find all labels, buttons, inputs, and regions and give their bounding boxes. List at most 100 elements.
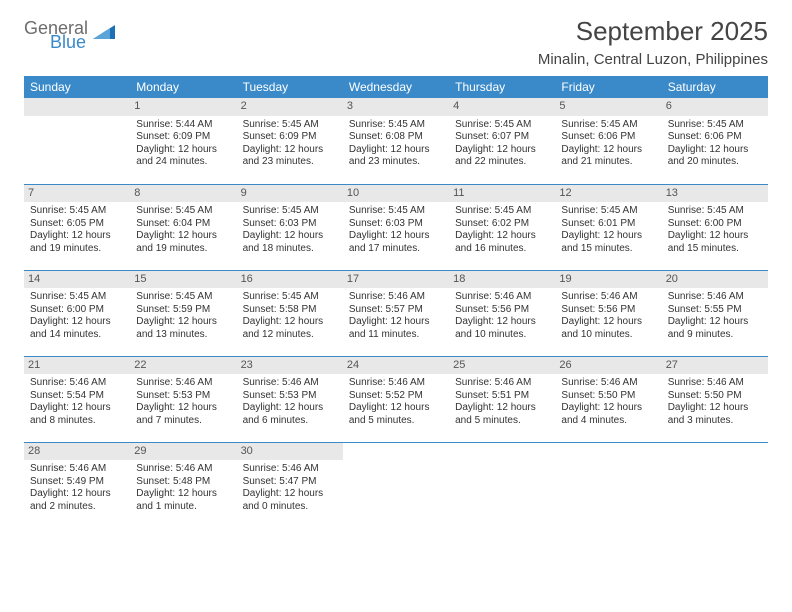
- calendar-day-cell: 26Sunrise: 5:46 AMSunset: 5:50 PMDayligh…: [555, 356, 661, 442]
- logo: General Blue: [24, 16, 117, 50]
- calendar-day-cell: 28Sunrise: 5:46 AMSunset: 5:49 PMDayligh…: [24, 442, 130, 528]
- sunset-text: Sunset: 6:01 PM: [561, 218, 655, 231]
- daylight-text: and 11 minutes.: [349, 329, 443, 342]
- sunrise-text: Sunrise: 5:45 AM: [243, 119, 337, 132]
- daylight-text: and 10 minutes.: [455, 329, 549, 342]
- sunset-text: Sunset: 5:53 PM: [136, 390, 230, 403]
- daylight-text: and 23 minutes.: [349, 156, 443, 169]
- sunset-text: Sunset: 5:48 PM: [136, 476, 230, 489]
- daylight-text: Daylight: 12 hours: [136, 488, 230, 501]
- sunset-text: Sunset: 5:52 PM: [349, 390, 443, 403]
- day-number: 9: [237, 185, 343, 203]
- sunset-text: Sunset: 5:54 PM: [30, 390, 124, 403]
- daylight-text: and 0 minutes.: [243, 501, 337, 514]
- day-number: 2: [237, 98, 343, 116]
- sunset-text: Sunset: 6:00 PM: [30, 304, 124, 317]
- sunset-text: Sunset: 5:56 PM: [561, 304, 655, 317]
- day-header: Sunday: [24, 76, 130, 98]
- daylight-text: and 15 minutes.: [561, 243, 655, 256]
- calendar-table: SundayMondayTuesdayWednesdayThursdayFrid…: [24, 76, 768, 528]
- sunset-text: Sunset: 6:04 PM: [136, 218, 230, 231]
- sunset-text: Sunset: 6:03 PM: [349, 218, 443, 231]
- daylight-text: and 5 minutes.: [349, 415, 443, 428]
- sunrise-text: Sunrise: 5:45 AM: [455, 205, 549, 218]
- sunrise-text: Sunrise: 5:45 AM: [349, 119, 443, 132]
- sunset-text: Sunset: 6:06 PM: [561, 131, 655, 144]
- daylight-text: and 13 minutes.: [136, 329, 230, 342]
- calendar-week-row: 14 Sunrise: 5:45 AM Sunset: 6:00 PM Dayligh…: [24, 270, 768, 356]
- day-number: 25: [449, 357, 555, 375]
- day-number: 16: [237, 271, 343, 289]
- day-number: [24, 98, 130, 116]
- daylight-text: Daylight: 12 hours: [561, 144, 655, 157]
- daylight-text: and 2 minutes.: [30, 501, 124, 514]
- day-header: Wednesday: [343, 76, 449, 98]
- daylight-text: and 5 minutes.: [455, 415, 549, 428]
- sunset-text: Sunset: 6:09 PM: [136, 131, 230, 144]
- daylight-text: and 14 minutes.: [30, 329, 124, 342]
- sunrise-text: Sunrise: 5:46 AM: [30, 377, 124, 390]
- sunset-text: Sunset: 5:47 PM: [243, 476, 337, 489]
- daylight-text: and 19 minutes.: [30, 243, 124, 256]
- daylight-text: and 21 minutes.: [561, 156, 655, 169]
- sunrise-text: Sunrise: 5:45 AM: [561, 205, 655, 218]
- calendar-day-cell: 3Sunrise: 5:45 AMSunset: 6:08 PMDaylight…: [343, 98, 449, 184]
- calendar-day-cell: 23Sunrise: 5:46 AMSunset: 5:53 PMDayligh…: [237, 356, 343, 442]
- daylight-text: Daylight: 12 hours: [561, 230, 655, 243]
- sunrise-text: Sunrise: 5:46 AM: [668, 377, 762, 390]
- calendar-empty-cell: [343, 442, 449, 528]
- logo-text: General Blue: [24, 20, 88, 50]
- calendar-day-cell: 15Sunrise: 5:45 AMSunset: 5:59 PMDayligh…: [130, 270, 236, 356]
- daylight-text: and 1 minute.: [136, 501, 230, 514]
- daylight-text: and 6 minutes.: [243, 415, 337, 428]
- sunset-text: Sunset: 5:55 PM: [668, 304, 762, 317]
- daylight-text: Daylight: 12 hours: [455, 316, 549, 329]
- calendar-day-cell: 13Sunrise: 5:45 AMSunset: 6:00 PMDayligh…: [662, 184, 768, 270]
- daylight-text: Daylight: 12 hours: [136, 230, 230, 243]
- day-header: Tuesday: [237, 76, 343, 98]
- calendar-day-cell: 24Sunrise: 5:46 AMSunset: 5:52 PMDayligh…: [343, 356, 449, 442]
- day-number: 26: [555, 357, 661, 375]
- daylight-text: Daylight: 12 hours: [30, 230, 124, 243]
- calendar-day-cell: 5 Sunrise: 5:45 AMSunset: 6:06 PMDaylight…: [555, 98, 661, 184]
- calendar-empty-cell: [449, 442, 555, 528]
- sunset-text: Sunset: 5:49 PM: [30, 476, 124, 489]
- sunset-text: Sunset: 5:50 PM: [561, 390, 655, 403]
- calendar-day-cell: 8 Sunrise: 5:45 AMSunset: 6:04 PMDaylight…: [130, 184, 236, 270]
- calendar-day-cell: 12Sunrise: 5:45 AMSunset: 6:01 PMDayligh…: [555, 184, 661, 270]
- day-number: 19: [555, 271, 661, 289]
- sunset-text: Sunset: 6:02 PM: [455, 218, 549, 231]
- daylight-text: Daylight: 12 hours: [30, 402, 124, 415]
- sunrise-text: Sunrise: 5:46 AM: [561, 291, 655, 304]
- day-number: 3: [343, 98, 449, 116]
- sunset-text: Sunset: 6:08 PM: [349, 131, 443, 144]
- day-number: 22: [130, 357, 236, 375]
- day-number: 10: [343, 185, 449, 203]
- calendar-day-cell: 10Sunrise: 5:45 AMSunset: 6:03 PMDayligh…: [343, 184, 449, 270]
- sunrise-text: Sunrise: 5:46 AM: [349, 291, 443, 304]
- daylight-text: Daylight: 12 hours: [668, 144, 762, 157]
- day-number: 14: [24, 271, 130, 289]
- day-header: Saturday: [662, 76, 768, 98]
- calendar-day-cell: 21Sunrise: 5:46 AMSunset: 5:54 PMDayligh…: [24, 356, 130, 442]
- daylight-text: and 12 minutes.: [243, 329, 337, 342]
- calendar-day-cell: 18Sunrise: 5:46 AMSunset: 5:56 PMDayligh…: [449, 270, 555, 356]
- daylight-text: Daylight: 12 hours: [243, 230, 337, 243]
- daylight-text: Daylight: 12 hours: [668, 316, 762, 329]
- sunset-text: Sunset: 5:59 PM: [136, 304, 230, 317]
- sunrise-text: Sunrise: 5:45 AM: [136, 205, 230, 218]
- sunrise-text: Sunrise: 5:44 AM: [136, 119, 230, 132]
- calendar-day-cell: 4Sunrise: 5:45 AMSunset: 6:07 PMDaylight…: [449, 98, 555, 184]
- daylight-text: Daylight: 12 hours: [30, 488, 124, 501]
- day-number: 6: [662, 98, 768, 116]
- day-number: 24: [343, 357, 449, 375]
- calendar-day-cell: 6Sunrise: 5:45 AMSunset: 6:06 PMDaylight…: [662, 98, 768, 184]
- calendar-day-cell: 25Sunrise: 5:46 AMSunset: 5:51 PMDayligh…: [449, 356, 555, 442]
- day-number: 8: [130, 185, 236, 203]
- title-block: September 2025 Minalin, Central Luzon, P…: [538, 16, 768, 68]
- calendar-week-row: 1Sunrise: 5:44 AMSunset: 6:09 PMDaylight…: [24, 98, 768, 184]
- daylight-text: Daylight: 12 hours: [243, 402, 337, 415]
- day-number: 5: [555, 98, 661, 116]
- sunrise-text: Sunrise: 5:45 AM: [561, 119, 655, 132]
- sunrise-text: Sunrise: 5:45 AM: [136, 291, 230, 304]
